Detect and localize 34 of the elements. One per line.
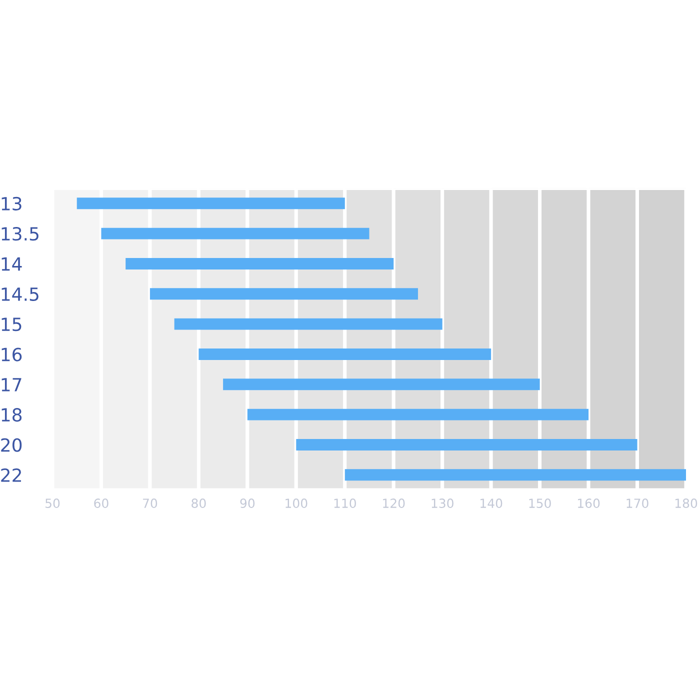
- bar: [247, 408, 589, 420]
- y-tick-label: 20: [1, 438, 22, 452]
- x-tick-label: 50: [46, 498, 60, 508]
- y-tick-label: 13.5: [2, 227, 38, 241]
- y-tick-label: 17: [2, 378, 22, 392]
- x-tick-label: 110: [334, 498, 356, 508]
- x-tick-label: 170: [626, 498, 648, 508]
- x-tick-label: 130: [432, 498, 454, 508]
- x-tick-label: 160: [578, 498, 600, 508]
- y-tick-label: 16: [2, 348, 22, 362]
- bar: [296, 439, 638, 450]
- y-tick-label: 15: [2, 318, 22, 332]
- x-tick-label: 120: [383, 498, 405, 508]
- x-tick-label: 180: [675, 498, 698, 508]
- x-tick-label: 90: [240, 498, 255, 508]
- bar: [198, 348, 492, 360]
- bar: [344, 469, 686, 481]
- x-tick-label: 140: [480, 498, 502, 508]
- y-tick-label: 18: [2, 408, 22, 422]
- y-tick-label: 13: [2, 196, 22, 210]
- x-tick-label: 100: [286, 498, 308, 508]
- y-tick-label: 14: [2, 257, 22, 271]
- bar: [101, 228, 370, 240]
- x-tick-label: 80: [192, 498, 206, 508]
- x-tick-label: 150: [529, 498, 551, 508]
- bar: [174, 318, 442, 330]
- y-tick-label: 22: [1, 468, 21, 482]
- x-tick-label: 70: [143, 498, 158, 508]
- bar: [223, 378, 540, 390]
- bar: [126, 258, 394, 270]
- bar: [150, 288, 418, 300]
- bar: [76, 198, 345, 210]
- y-tick-label: 14.5: [2, 288, 38, 302]
- x-tick-label: 60: [94, 498, 108, 508]
